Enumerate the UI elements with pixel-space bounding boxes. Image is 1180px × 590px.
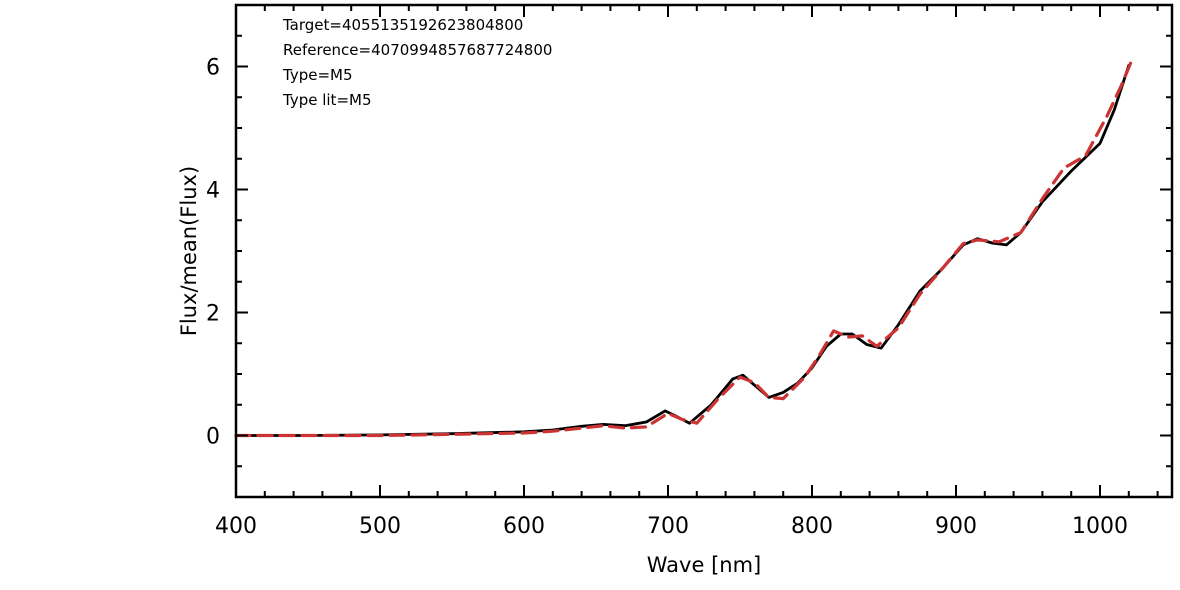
x-axis-title: Wave [nm] xyxy=(647,553,761,577)
series-line-1 xyxy=(234,58,1134,438)
annotation-target: Target=4055135192623804800 xyxy=(282,16,523,34)
series-line-0 xyxy=(234,63,1131,437)
x-axis: 400 500 600 700 800 900 1000 xyxy=(215,5,1159,539)
x-tick-label: 400 xyxy=(215,514,257,539)
y-tick-label: 0 xyxy=(206,425,220,450)
y-tick-label: 4 xyxy=(206,179,220,204)
y-tick-label: 6 xyxy=(206,56,220,81)
series-group xyxy=(234,58,1134,438)
x-tick-label: 1000 xyxy=(1072,514,1128,539)
plot-frame xyxy=(234,3,1174,499)
y-axis: 0 2 4 6 xyxy=(206,4,1172,498)
x-tick-label: 500 xyxy=(359,514,401,539)
x-tick-label: 600 xyxy=(503,514,545,539)
annotation-type: Type=M5 xyxy=(282,66,353,84)
annotation-reference: Reference=4070994857687724800 xyxy=(283,41,552,59)
annotation-type-lit: Type lit=M5 xyxy=(282,91,372,109)
x-tick-label: 700 xyxy=(647,514,689,539)
y-tick-label: 2 xyxy=(206,302,220,327)
x-tick-label: 800 xyxy=(791,514,833,539)
y-axis-title: Flux/mean(Flux) xyxy=(177,166,201,336)
x-tick-label: 900 xyxy=(935,514,977,539)
axes-frame xyxy=(234,3,1174,499)
